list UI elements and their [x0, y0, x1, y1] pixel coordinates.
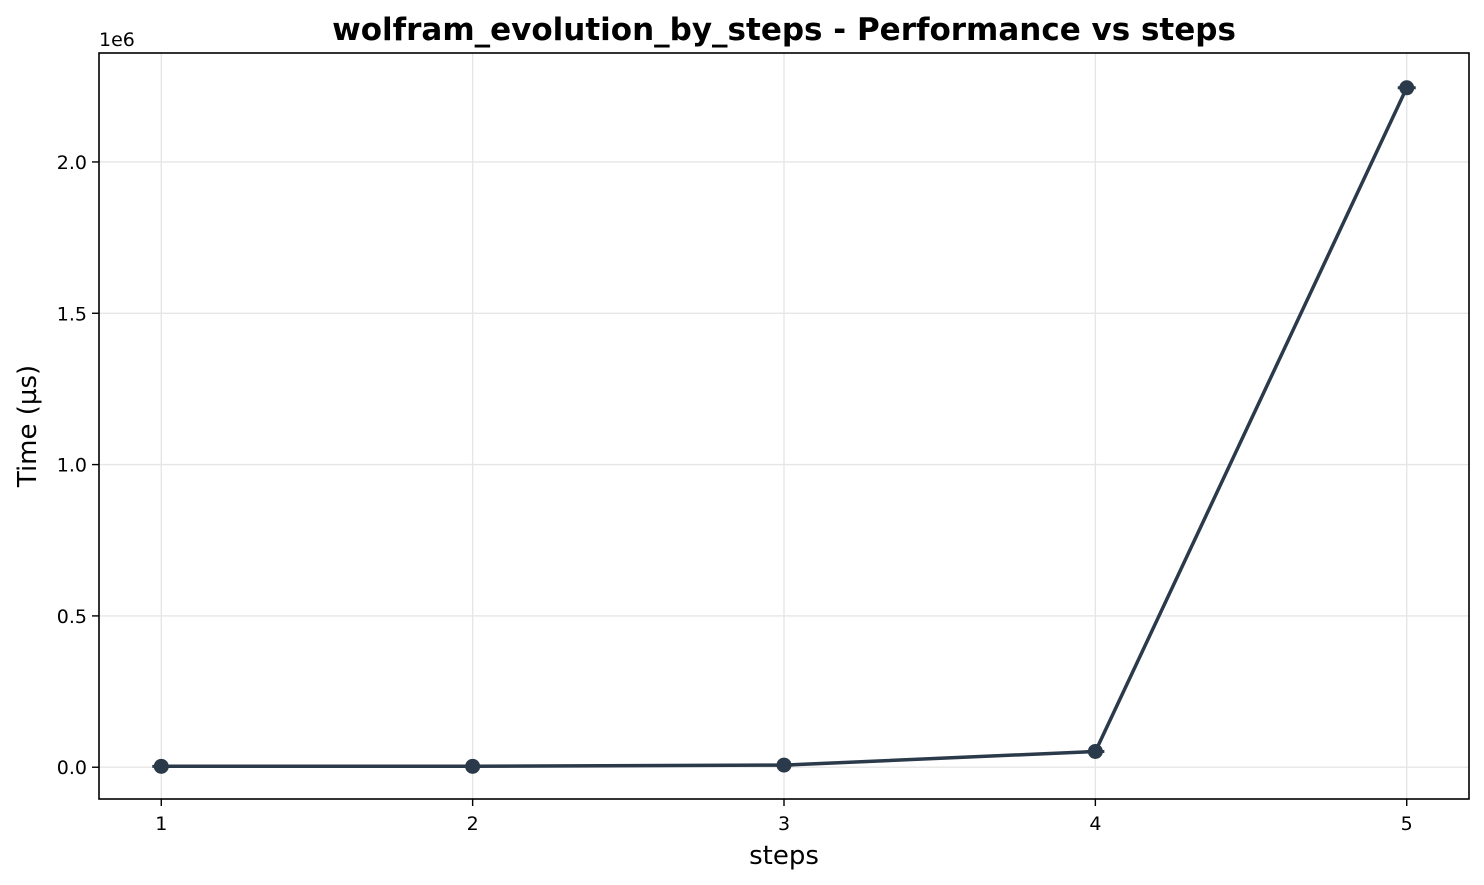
axis-ticks: 1 2 3 4 5 0.0 0.5 1.0 1.5 2.0	[57, 152, 1413, 835]
x-tick-label: 1	[155, 813, 167, 835]
data-point	[465, 758, 481, 774]
x-tick-label: 5	[1401, 813, 1413, 835]
x-axis-label: steps	[749, 841, 819, 871]
x-tick-label: 3	[778, 813, 790, 835]
y-tick-label: 1.5	[57, 303, 87, 325]
data-point	[1399, 80, 1415, 96]
y-offset-text: 1e6	[99, 29, 135, 51]
series-layer	[152, 80, 1416, 774]
y-tick-label: 1.0	[57, 455, 87, 477]
y-tick-label: 0.0	[57, 757, 87, 779]
data-point	[1087, 743, 1103, 759]
y-axis-label: Time (µs)	[13, 365, 43, 488]
grid-lines	[99, 53, 1469, 799]
data-point	[776, 757, 792, 773]
y-tick-label: 0.5	[57, 606, 87, 628]
chart-title: wolfram_evolution_by_steps - Performance…	[332, 12, 1236, 48]
y-tick-label: 2.0	[57, 152, 87, 174]
x-tick-label: 2	[467, 813, 479, 835]
data-point	[153, 758, 169, 774]
x-tick-label: 4	[1089, 813, 1101, 835]
